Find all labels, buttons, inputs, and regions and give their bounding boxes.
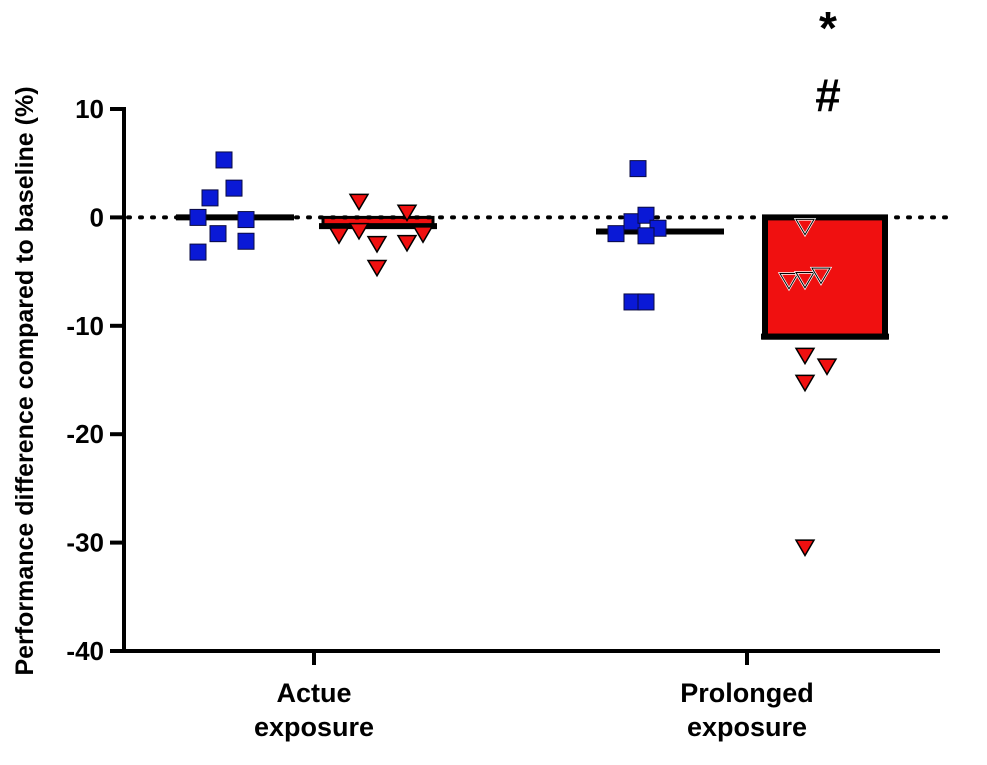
- data-point-triangle: [412, 226, 434, 244]
- data-point-square: [637, 227, 655, 245]
- points-layer: [189, 151, 838, 557]
- data-point-square: [237, 211, 255, 229]
- data-point-square: [637, 206, 655, 224]
- data-point-triangle: [396, 234, 418, 253]
- data-point-square: [189, 208, 207, 226]
- data-point-triangle: [348, 193, 370, 212]
- data-point-triangle: [348, 222, 370, 241]
- data-point-square: [209, 225, 227, 243]
- data-point-triangle: [794, 347, 816, 366]
- data-point-triangle: [366, 259, 388, 278]
- y-tick-label: 10: [75, 94, 104, 124]
- data-point-triangle: [794, 374, 816, 393]
- labels-layer: 10 0 -10 -20 -30 -40 Actue exposure Prolonged exp…: [66, 94, 813, 742]
- data-point-square: [607, 225, 625, 243]
- x-category-label: exposure: [687, 712, 807, 742]
- y-tick-label: -10: [66, 311, 104, 341]
- data-point-square: [225, 179, 243, 197]
- data-point-triangle: [794, 539, 816, 557]
- data-point-triangle-outline: [811, 267, 831, 285]
- data-point-triangle: [396, 204, 418, 223]
- data-point-triangle: [816, 358, 838, 376]
- data-point-square: [629, 160, 647, 178]
- y-tick-label: -30: [66, 528, 104, 558]
- data-point-triangle-outline: [795, 271, 815, 289]
- data-point-triangle: [328, 227, 350, 245]
- y-tick-label: -40: [66, 636, 104, 666]
- significance-hash: #: [815, 69, 841, 121]
- data-point-triangle: [366, 235, 388, 254]
- data-point-square: [215, 151, 233, 169]
- data-point-square: [637, 293, 655, 311]
- data-point-triangle-outline: [795, 218, 815, 236]
- y-axis-title: Performance difference compared to basel…: [11, 86, 39, 675]
- x-category-label: exposure: [254, 712, 374, 742]
- y-tick-label: 0: [90, 202, 104, 232]
- axes-layer: [110, 107, 940, 665]
- data-point-triangle-outline: [779, 273, 799, 290]
- x-category-label: Prolonged: [680, 678, 814, 708]
- data-point-square: [237, 232, 255, 250]
- significance-star: *: [819, 2, 837, 54]
- data-point-square: [201, 189, 219, 207]
- x-category-label: Actue: [276, 678, 351, 708]
- data-point-square: [189, 243, 207, 261]
- y-tick-label: -20: [66, 419, 104, 449]
